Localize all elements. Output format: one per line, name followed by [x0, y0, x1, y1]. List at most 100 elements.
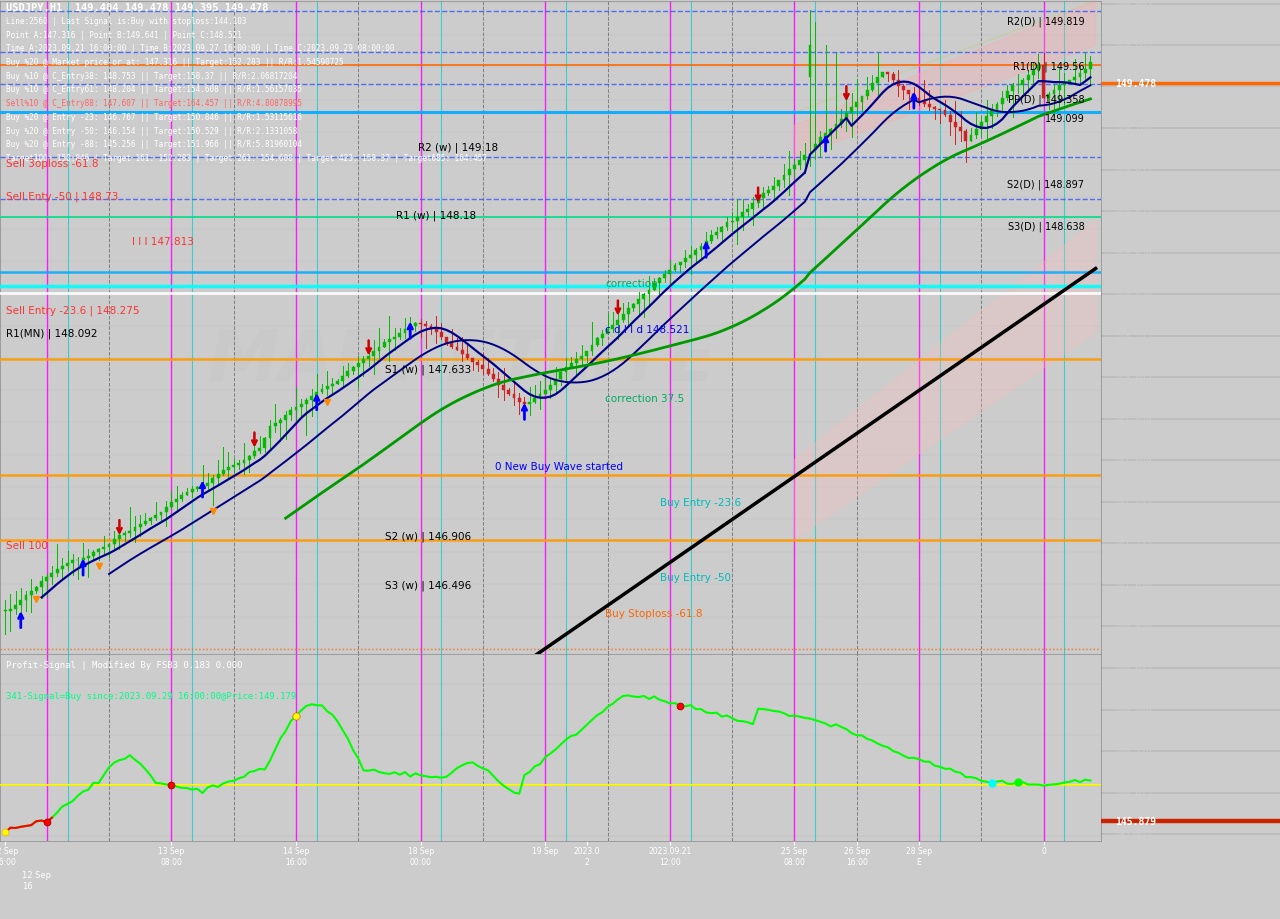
Bar	[756, 199, 759, 204]
Bar	[243, 460, 246, 463]
Bar	[435, 329, 438, 333]
Text: S2(D) | 148.897: S2(D) | 148.897	[1007, 179, 1084, 190]
Bar	[923, 102, 925, 105]
Bar	[357, 363, 360, 368]
Bar	[352, 368, 355, 372]
Bar	[201, 486, 204, 487]
Text: Sell 100: Sell 100	[5, 540, 47, 550]
Polygon shape	[795, 2, 1096, 113]
Bar	[143, 522, 147, 525]
Text: 146.625: 146.625	[1115, 664, 1153, 673]
Text: 341-Signal=Buy since:2023.09.29 16:00:00@Price:149.179: 341-Signal=Buy since:2023.09.29 16:00:00…	[5, 692, 296, 700]
Bar	[809, 46, 812, 78]
Bar	[445, 338, 448, 344]
Text: R2 (w) | 149.18: R2 (w) | 149.18	[419, 142, 498, 153]
Bar	[425, 324, 428, 327]
Bar	[876, 77, 879, 84]
Bar	[221, 471, 225, 474]
Bar	[362, 360, 365, 363]
Bar	[954, 122, 957, 128]
Bar	[559, 373, 562, 380]
Bar	[191, 490, 193, 493]
Bar	[658, 278, 660, 284]
Bar	[430, 327, 433, 329]
Text: 147.030: 147.030	[1115, 581, 1153, 590]
Text: 147.840: 147.840	[1115, 414, 1153, 424]
Text: 148.245: 148.245	[1115, 332, 1153, 341]
Text: Buy Stoploss -61.8: Buy Stoploss -61.8	[605, 608, 703, 618]
Bar	[332, 385, 334, 387]
Bar	[643, 295, 645, 300]
Text: 147.235: 147.235	[1115, 539, 1153, 548]
Text: 146.015: 146.015	[1115, 789, 1153, 798]
Bar	[398, 334, 401, 337]
Bar	[969, 136, 973, 142]
Bar	[637, 300, 640, 304]
Text: l l l 147.813: l l l 147.813	[132, 237, 195, 247]
Text: USDJPY,H1  149.404 149.478 149.395 149.478: USDJPY,H1 149.404 149.478 149.395 149.47…	[5, 3, 268, 13]
Text: Time A:2023.09.21 16:00:00 | Time B:2023.09.27 16:00:00 | Time C:2023.09.29 08:0: Time A:2023.09.21 16:00:00 | Time B:2023…	[5, 44, 394, 53]
Bar	[320, 390, 324, 392]
Bar	[269, 426, 271, 438]
Text: Profit-Signal | Modified By FSB3 0.183 0.000: Profit-Signal | Modified By FSB3 0.183 0…	[5, 660, 242, 669]
Bar	[128, 531, 132, 533]
Bar	[471, 359, 474, 363]
Bar	[938, 110, 941, 111]
Bar	[310, 397, 314, 401]
Bar	[668, 270, 671, 275]
Bar	[767, 191, 769, 194]
Text: Point A:147.316 | Point B:149.641 | Point C:148.521: Point A:147.316 | Point B:149.641 | Poin…	[5, 30, 242, 40]
Bar	[746, 210, 749, 213]
Bar	[367, 357, 370, 360]
Text: R2(D) | 149.819: R2(D) | 149.819	[1006, 17, 1084, 27]
Bar	[206, 483, 209, 486]
Text: Buy %10 @ C_Entry38: 148.753 || Target:158.37 || R/R:2.06817204: Buy %10 @ C_Entry38: 148.753 || Target:1…	[5, 72, 297, 81]
Bar	[113, 539, 115, 544]
Text: R1(D) | 149.56: R1(D) | 149.56	[1012, 62, 1084, 73]
Bar	[413, 324, 417, 326]
Bar	[300, 404, 302, 407]
Bar	[762, 194, 764, 199]
Bar	[632, 304, 635, 309]
Bar	[850, 108, 852, 113]
Bar	[539, 394, 541, 398]
Text: 148.450: 148.450	[1115, 290, 1153, 299]
Bar	[824, 134, 827, 138]
Text: 148.855: 148.855	[1115, 207, 1153, 216]
Bar	[772, 187, 776, 191]
Bar	[1101, 83, 1280, 85]
Bar	[678, 263, 682, 266]
Bar	[196, 487, 198, 490]
Bar	[150, 518, 152, 522]
Bar	[918, 98, 920, 102]
Bar	[102, 548, 105, 550]
Bar	[564, 368, 567, 373]
Bar	[804, 155, 806, 161]
Bar	[232, 465, 236, 467]
Bar	[933, 108, 936, 110]
Bar	[61, 567, 64, 570]
Bar	[1101, 820, 1280, 822]
Text: 12 Sep
16: 12 Sep 16	[22, 870, 51, 890]
Bar	[1047, 96, 1051, 99]
Bar	[799, 161, 801, 165]
Bar	[1089, 63, 1092, 70]
Text: 145.879: 145.879	[1115, 816, 1156, 825]
Bar	[814, 145, 817, 151]
Bar	[14, 606, 17, 609]
Bar	[253, 451, 256, 456]
Bar	[829, 130, 832, 134]
Bar	[165, 507, 168, 512]
Bar	[794, 165, 796, 170]
Bar	[524, 403, 526, 404]
Bar	[1037, 65, 1039, 71]
Bar	[1074, 78, 1076, 81]
Bar	[860, 97, 864, 103]
Bar	[870, 84, 874, 91]
Text: 145.815: 145.815	[1115, 829, 1153, 838]
Bar	[216, 474, 219, 479]
Bar	[570, 363, 572, 368]
Bar	[897, 82, 900, 87]
Bar	[600, 335, 604, 339]
Text: S3(D) | 148.638: S3(D) | 148.638	[1007, 221, 1084, 233]
